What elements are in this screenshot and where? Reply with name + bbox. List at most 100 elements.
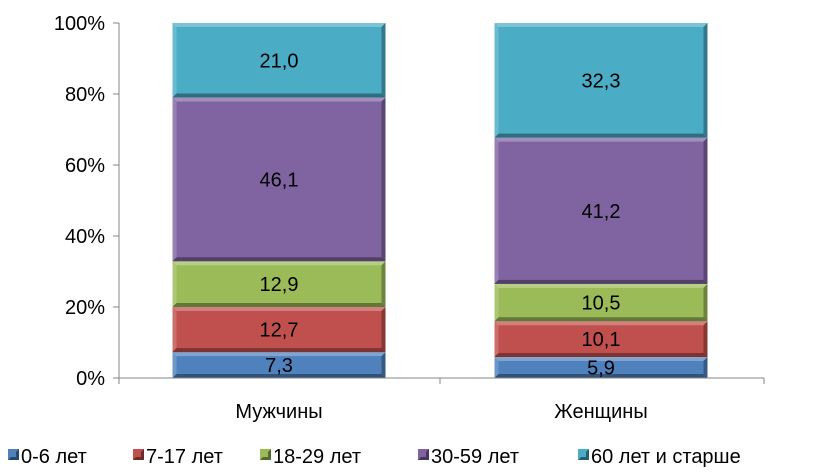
bar-segment	[172, 97, 386, 262]
bar-bevel-right	[381, 97, 386, 262]
bar-bevel-top-light	[172, 261, 386, 266]
legend-swatch-bevel	[418, 457, 429, 460]
bar-bevel-top-light	[494, 137, 708, 142]
bar-bevel-top-light	[494, 283, 708, 288]
bar-bevel-top-light	[172, 352, 386, 357]
data-label: 32,3	[582, 70, 621, 92]
y-tick-label: 0%	[76, 368, 105, 390]
bar-bevel-left	[172, 23, 177, 98]
legend-swatch-bevel	[260, 457, 271, 460]
bar-bevel-top-light	[172, 23, 386, 27]
category-label: Женщины	[554, 401, 647, 423]
bar-bevel-bottom	[172, 93, 386, 98]
bar-bevel-left	[494, 283, 499, 322]
bar-bevel-bottom	[172, 374, 386, 378]
bar-segment	[172, 23, 386, 98]
bar-segment	[494, 321, 708, 358]
bar-bevel-right	[381, 23, 386, 98]
bar-bevel-left	[494, 321, 499, 358]
bar-segment	[172, 307, 386, 353]
legend-label: 60 лет и старше	[591, 446, 741, 468]
data-label: 46,1	[260, 169, 299, 191]
legend-label: 7-17 лет	[146, 446, 223, 468]
legend-swatch	[418, 449, 429, 460]
bar-segment	[494, 23, 708, 138]
legend-item: 30-59 лет	[418, 446, 519, 468]
data-label: 12,9	[260, 274, 299, 296]
y-tick-label: 80%	[65, 84, 105, 106]
bar-bevel-bottom	[172, 257, 386, 262]
bar-bevel-left	[494, 137, 499, 284]
bar-bevel-bottom	[494, 133, 708, 138]
legend-swatch	[578, 449, 589, 460]
bar-bevel-bottom	[172, 348, 386, 353]
data-label: 12,7	[260, 320, 299, 342]
bar-bevel-right	[381, 307, 386, 353]
bar-bevel-right	[703, 321, 708, 358]
bar-bevel-top-light	[172, 307, 386, 311]
bar-stack: 7,3 12,7 12,9 46,1 21,0	[172, 23, 386, 378]
legend-item: 18-29 лет	[260, 446, 361, 468]
y-tick-label: 100%	[54, 13, 105, 35]
data-label: 10,1	[582, 329, 621, 351]
legend-swatch-bevel	[8, 457, 19, 460]
bar-bevel-bottom	[494, 353, 708, 358]
bar-bevel-right	[381, 352, 386, 378]
legend-swatch-bevel	[268, 449, 271, 460]
bar-stack: 5,9 10,1 10,5 41,2 32,3	[494, 23, 708, 380]
bar-bevel-top-light	[494, 321, 708, 326]
legend-swatch	[133, 449, 144, 460]
bar-bevel-right	[703, 23, 708, 138]
legend-swatch-bevel	[426, 449, 429, 460]
bar-segment	[494, 357, 708, 378]
bar-bevel-bottom	[172, 303, 386, 307]
data-label: 21,0	[260, 50, 299, 72]
bar-bevel-right	[703, 137, 708, 284]
legend: 0-6 лет 7-17 лет 18-29 лет 30-59 лет 60 лет …	[8, 446, 741, 468]
bar-segment	[494, 283, 708, 322]
bar-segment	[172, 261, 386, 307]
category-label: Мужчины	[235, 401, 322, 423]
x-axis: Мужчины Женщины	[118, 377, 765, 423]
data-label: 41,2	[582, 201, 621, 223]
data-label: 5,9	[587, 358, 615, 380]
bar-segment	[172, 352, 386, 378]
legend-swatch	[260, 449, 271, 460]
legend-swatch-bevel	[16, 449, 19, 460]
legend-item: 7-17 лет	[133, 446, 223, 468]
legend-swatch	[8, 449, 19, 460]
legend-swatch-bevel	[586, 449, 589, 460]
bar-bevel-top-light	[494, 23, 708, 27]
y-tick-label: 20%	[65, 297, 105, 319]
bar-bevel-left	[172, 261, 177, 307]
legend-item: 0-6 лет	[8, 446, 87, 468]
bar-bevel-left	[494, 357, 499, 378]
bar-bevel-left	[172, 97, 177, 262]
bar-segment	[494, 137, 708, 284]
legend-swatch-bevel	[578, 457, 589, 460]
bars: 7,3 12,7 12,9 46,1 21,0 5,9 10,1 10,5 41,2 32,3	[172, 23, 708, 380]
legend-item: 60 лет и старше	[578, 446, 741, 468]
y-tick-label: 40%	[65, 226, 105, 248]
bar-bevel-left	[494, 23, 499, 138]
legend-label: 18-29 лет	[273, 446, 361, 468]
bar-bevel-left	[172, 307, 177, 353]
data-label: 7,3	[265, 355, 293, 377]
bar-bevel-bottom	[494, 317, 708, 322]
bar-bevel-right	[381, 261, 386, 307]
y-axis: 0% 20% 40% 60% 80% 100%	[54, 13, 120, 390]
bar-bevel-bottom	[494, 279, 708, 284]
data-label: 10,5	[582, 293, 621, 315]
bar-bevel-right	[703, 283, 708, 322]
bar-bevel-top-light	[494, 357, 708, 362]
y-tick-label: 60%	[65, 155, 105, 177]
bar-bevel-left	[172, 352, 177, 378]
legend-label: 30-59 лет	[431, 446, 519, 468]
bar-bevel-top-light	[172, 97, 386, 102]
legend-swatch-bevel	[133, 457, 144, 460]
legend-label: 0-6 лет	[21, 446, 87, 468]
bar-bevel-right	[703, 357, 708, 378]
bar-bevel-bottom	[494, 374, 708, 378]
legend-swatch-bevel	[141, 449, 144, 460]
